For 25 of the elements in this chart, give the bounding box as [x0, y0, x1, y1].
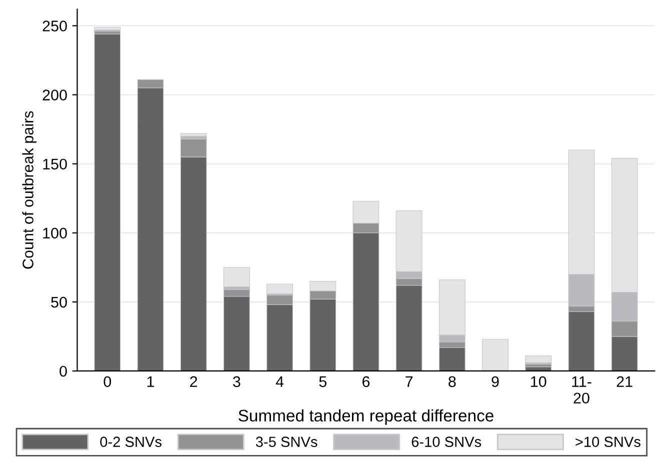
- x-tick-label: 2: [190, 376, 198, 387]
- legend-label: 0-2 SNVs: [100, 436, 162, 447]
- y-tick-label: 0: [60, 366, 67, 377]
- legend-label: 6-10 SNVs: [412, 436, 482, 447]
- legend-label: >10 SNVs: [576, 436, 640, 447]
- legend-label: 3-5 SNVs: [256, 436, 318, 447]
- x-tick-label: 9: [492, 376, 499, 388]
- x-tick-label: 1: [147, 376, 154, 387]
- x-tick-label: 0: [104, 376, 112, 388]
- y-axis-title: Count of outbreak pairs: [22, 111, 36, 269]
- y-tick-label: 250: [42, 20, 67, 32]
- y-tick-label: 50: [51, 296, 67, 308]
- x-tick-label: 11- 20: [572, 376, 592, 404]
- x-tick-label: 8: [448, 376, 456, 388]
- x-tick-label: 6: [362, 376, 370, 388]
- x-tick-label: 10: [531, 376, 546, 388]
- x-tick-label: 7: [406, 376, 413, 387]
- x-tick-label: 4: [276, 376, 284, 387]
- y-tick-label: 150: [43, 158, 67, 170]
- y-tick-label: 100: [43, 228, 67, 239]
- x-axis-title: Summed tandem repeat difference: [238, 409, 494, 425]
- y-tick-label: 200: [42, 90, 67, 100]
- x-tick-label: 3: [233, 376, 240, 388]
- x-tick-label: 21: [616, 376, 632, 387]
- x-tick-label: 5: [319, 376, 326, 388]
